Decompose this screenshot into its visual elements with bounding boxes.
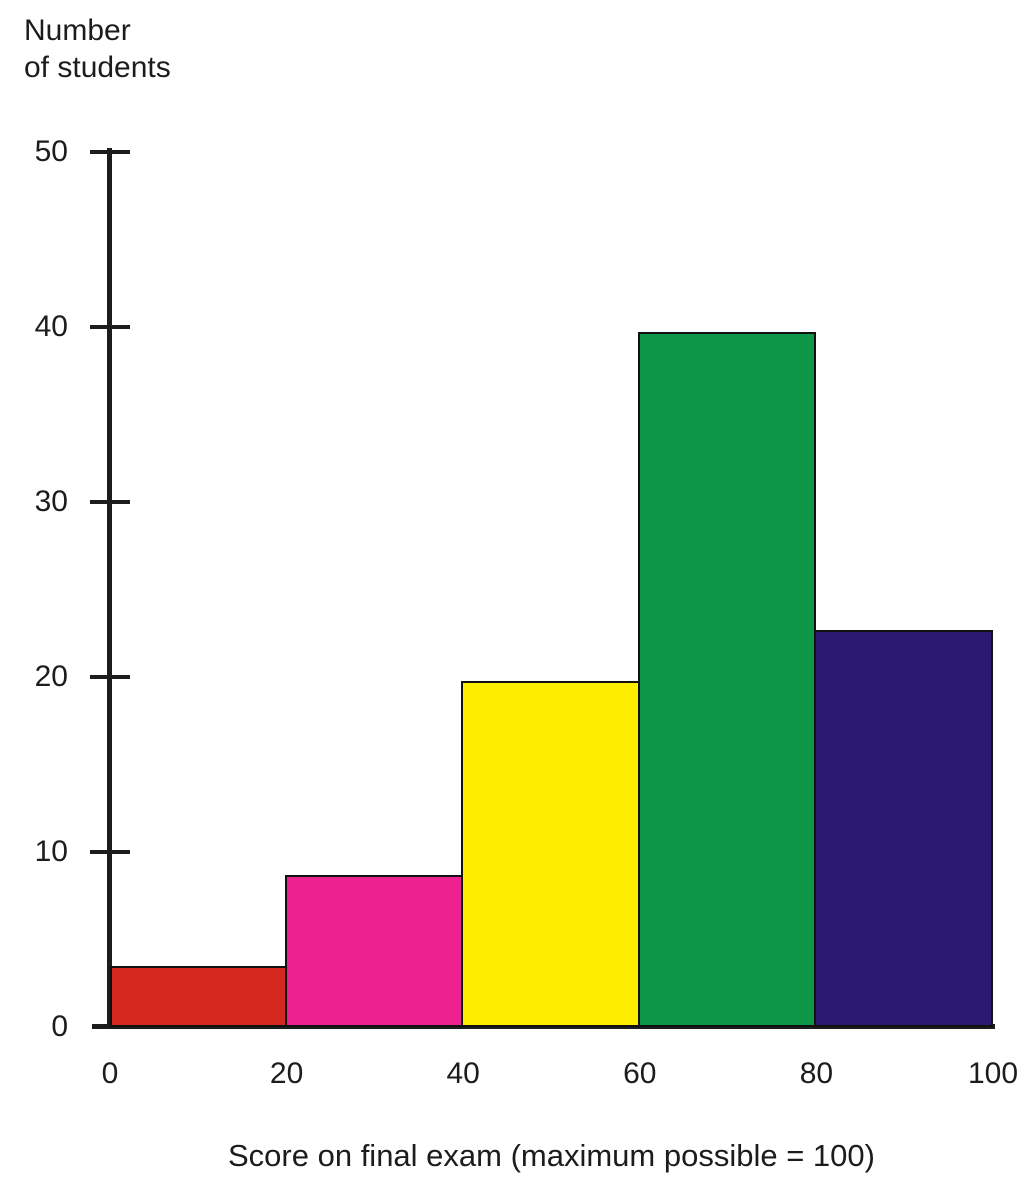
histogram-bar-60-80 [637,332,817,1027]
histogram-bar-20-40 [284,874,464,1027]
x-tick-label: 20 [269,1057,304,1090]
y-tick-mark [90,850,130,854]
y-tick-mark [90,675,130,679]
y-axis-line [107,148,112,1027]
histogram-bar-0-20 [110,965,287,1027]
y-tick-mark [90,325,130,329]
y-tick-label: 30 [34,485,68,518]
y-tick-label: 20 [34,660,68,693]
x-tick-label: 40 [446,1057,480,1090]
x-tick-label: 0 [101,1057,119,1090]
histogram-bar-40-60 [461,680,640,1027]
y-tick-label: 10 [34,835,68,868]
x-tick-label: 100 [967,1057,1019,1090]
histogram-bar-80-100 [814,629,993,1027]
x-axis-title: Score on final exam (maximum possible = … [228,1138,875,1173]
y-tick-mark [90,150,130,154]
plot-area [110,152,993,1027]
y-tick-label: 50 [34,135,68,168]
y-axis-title: Number of students [24,14,171,84]
y-tick-label: 40 [34,310,68,343]
y-tick-mark [90,500,130,504]
x-tick-label: 80 [799,1057,834,1090]
x-tick-label: 60 [623,1057,657,1090]
y-tick-label: 0 [51,1010,68,1043]
